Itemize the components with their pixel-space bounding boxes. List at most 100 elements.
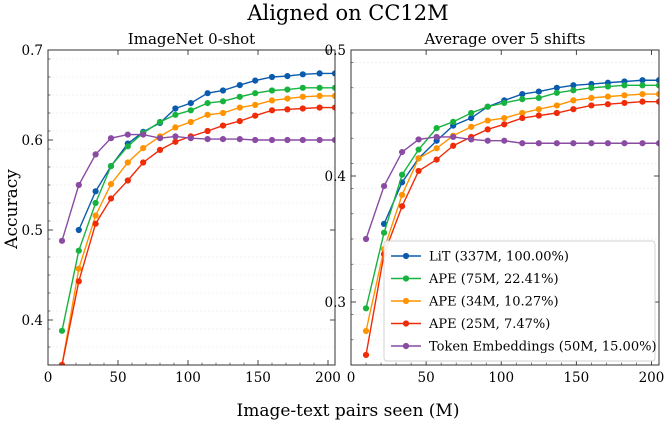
series-5-point <box>252 136 259 144</box>
series-4-point <box>284 106 291 113</box>
series-4-point <box>92 220 99 227</box>
series-5-point <box>501 137 508 144</box>
legend: LiT (337M, 100.00%) APE (75M, 22.41%) APE … <box>383 240 657 362</box>
series-3-point <box>204 111 211 118</box>
y-tick-label: 0.7 <box>22 43 43 59</box>
series-5-point <box>639 140 646 147</box>
legend-item: APE (34M, 10.27%) <box>391 295 559 310</box>
series-5-point <box>415 136 422 143</box>
series-5-point <box>433 133 440 141</box>
series-3-point <box>588 94 595 101</box>
series-1-point <box>75 226 82 234</box>
series-5-point <box>75 181 82 189</box>
series-5-point <box>187 135 194 142</box>
series-2-point <box>331 84 335 91</box>
legend-label: APE (75M, 22.41%) <box>428 272 559 287</box>
series-3-point <box>570 97 577 104</box>
series-4-point <box>140 159 147 166</box>
series-1-point <box>519 91 526 98</box>
x-tick-label: 0 <box>347 370 356 386</box>
series-2-point <box>535 94 542 101</box>
series-3-point <box>362 327 370 335</box>
series-3-point <box>535 106 542 113</box>
series-3-point <box>468 123 475 130</box>
series-4-point <box>535 112 542 119</box>
series-2-point <box>268 87 276 94</box>
legend-marker <box>402 297 410 305</box>
x-tick-label: 150 <box>563 370 589 386</box>
series-5-point <box>299 136 306 144</box>
series-2-point <box>519 96 526 103</box>
series-3-point <box>519 109 526 117</box>
series-4-point <box>398 203 406 210</box>
figure-suptitle: Aligned on CC12M <box>246 1 448 25</box>
legend-item: LiT (337M, 100.00%) <box>391 250 569 265</box>
series-3-point <box>316 92 323 99</box>
x-tick-label: 50 <box>418 370 435 386</box>
x-tick-label: 50 <box>109 370 126 386</box>
series-2-line <box>61 87 335 331</box>
legend-marker <box>402 342 410 350</box>
series-4-point <box>58 361 66 365</box>
series-2-point <box>655 82 659 89</box>
series-3-point <box>639 91 646 98</box>
series-2-point <box>468 109 475 117</box>
series-5-line <box>61 133 335 242</box>
series-3-point <box>415 155 422 162</box>
x-tick-label: 0 <box>44 370 53 386</box>
series-3-point <box>236 104 243 111</box>
legend-item: Token Embeddings (50M, 15.00%) <box>391 340 657 355</box>
series-1-point <box>92 188 99 195</box>
series-1-point <box>268 73 276 81</box>
x-tick-label: 200 <box>315 370 341 386</box>
series-1-point <box>187 100 194 107</box>
series-2-point <box>639 82 646 89</box>
series-3-point <box>604 93 612 100</box>
series-5-point <box>655 140 659 147</box>
y-tick-label: 0.5 <box>22 223 43 239</box>
series-2-point <box>415 146 422 153</box>
series-1-point <box>219 87 227 94</box>
series-3-point <box>433 145 440 152</box>
series-2-point <box>107 163 115 170</box>
series-4-point <box>219 122 227 129</box>
series-5-point <box>621 140 628 147</box>
series-5-point <box>468 136 475 143</box>
legend-box <box>383 240 656 362</box>
series-4-point <box>268 107 276 114</box>
series-1-point <box>172 105 179 112</box>
series-2-point <box>299 84 306 91</box>
series-4-point <box>450 142 457 149</box>
series-3-point <box>252 101 259 108</box>
series-4-point <box>156 146 164 153</box>
series-4-point <box>172 138 179 145</box>
series-4-point <box>236 118 243 125</box>
series-4-point <box>655 98 659 105</box>
series-4-point <box>124 177 131 184</box>
series-3-point <box>331 92 335 99</box>
series-4-point <box>484 126 491 133</box>
series-5-point <box>553 140 560 147</box>
series-3-point <box>284 95 291 102</box>
series-group <box>58 70 335 365</box>
series-4-point <box>331 104 335 111</box>
y-axis-label: Accuracy <box>2 169 22 250</box>
series-5-point <box>172 133 179 140</box>
series-5-point <box>398 148 406 156</box>
series-3-point <box>75 265 82 272</box>
series-2-point <box>219 98 227 105</box>
series-5-point <box>284 136 291 144</box>
series-5-point <box>219 136 227 143</box>
series-4-point <box>604 101 612 108</box>
series-2-point <box>236 93 243 100</box>
series-2-point <box>156 118 164 126</box>
series-3-line <box>61 95 335 365</box>
series-4-point <box>75 278 82 285</box>
legend-marker <box>402 252 410 260</box>
series-2-point <box>124 143 131 150</box>
series-1-point <box>299 71 306 78</box>
series-3-point <box>219 109 227 117</box>
series-1-point <box>236 82 243 89</box>
series-5-point <box>588 140 595 147</box>
series-2-point <box>252 90 259 97</box>
